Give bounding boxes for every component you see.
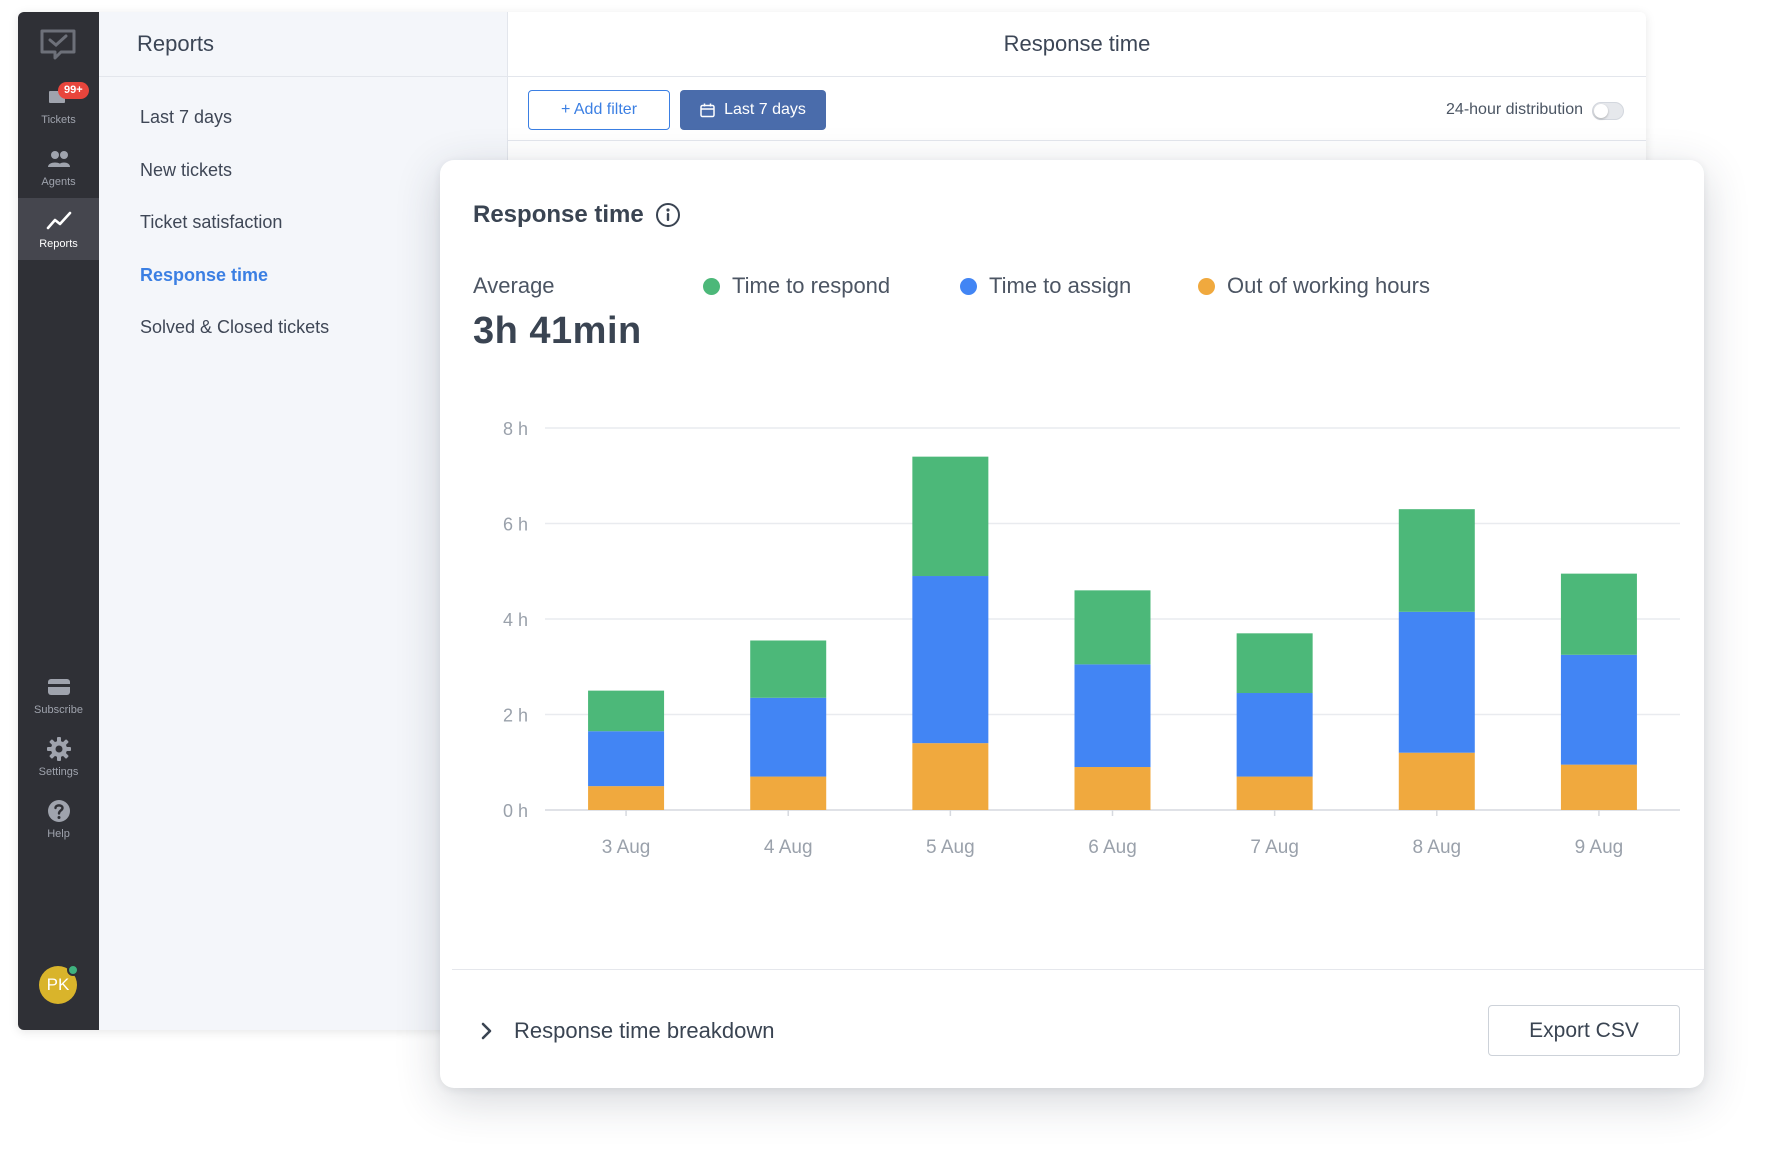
bar-segment-time-to-respond — [1074, 590, 1151, 665]
rail-item-label: Subscribe — [34, 704, 83, 716]
y-tick-label: 8 h — [503, 419, 528, 439]
add-filter-button[interactable]: + Add filter — [528, 90, 670, 130]
bar-segment-out-of-working-hours — [1560, 764, 1637, 810]
average-label: Average — [473, 273, 555, 298]
tickets-count-badge: 99+ — [58, 82, 89, 99]
bar-segment-time-to-assign — [588, 731, 665, 787]
x-tick-label: 8 Aug — [1412, 837, 1461, 858]
y-tick-label: 0 h — [503, 801, 528, 821]
rail-item-subscribe[interactable]: Subscribe — [18, 664, 99, 726]
x-tick-label: 5 Aug — [926, 837, 975, 858]
bar-segment-time-to-respond — [750, 640, 827, 698]
nav-rail: Tickets 99+ Agents Reports Subscribe — [18, 12, 99, 1030]
bar-segment-time-to-assign — [1236, 693, 1313, 777]
distribution-toggle[interactable] — [1592, 102, 1624, 120]
rail-item-label: Agents — [41, 176, 76, 188]
calendar-icon — [700, 103, 715, 117]
help-icon — [47, 800, 70, 822]
bar-segment-time-to-respond — [1236, 633, 1313, 694]
bar-segment-time-to-assign — [1398, 611, 1475, 753]
x-tick-label: 9 Aug — [1575, 837, 1624, 858]
legend-swatch — [703, 277, 720, 295]
legend-item-out-of-hours: Out of working hours — [1198, 273, 1430, 299]
rail-item-label: Help — [47, 828, 70, 840]
response-time-chart: 0 h 2 h 4 h 6 h 8 h 3 Aug 4 Aug 5 Aug 6 Aug 7 Aug… — [503, 419, 1680, 858]
rail-item-agents[interactable]: Agents — [18, 136, 99, 198]
info-icon[interactable] — [655, 202, 681, 228]
breakdown-toggle[interactable]: Response time breakdown — [480, 1018, 774, 1044]
gear-icon — [46, 737, 71, 761]
bar-segment-time-to-respond — [588, 690, 665, 732]
filter-bar: + Add filter Last 7 days 24-hour distrib… — [508, 77, 1646, 141]
legend-item-assign: Time to assign — [960, 273, 1131, 299]
bar-segment-out-of-working-hours — [588, 786, 665, 810]
bar-segment-time-to-respond — [1560, 573, 1637, 655]
rail-item-label: Reports — [39, 238, 78, 250]
legend-item-respond: Time to respond — [703, 273, 890, 299]
rail-item-reports[interactable]: Reports — [18, 198, 99, 260]
card-title-text: Response time — [473, 201, 644, 228]
card-divider — [452, 969, 1704, 970]
bar-segment-out-of-working-hours — [1074, 767, 1151, 810]
distribution-label: 24-hour distribution — [1446, 101, 1583, 118]
sidepanel-item-response-time[interactable]: Response time — [140, 265, 269, 285]
chevron-right-icon — [481, 1022, 492, 1040]
x-tick-label: 7 Aug — [1250, 837, 1299, 858]
y-tick-label: 4 h — [503, 610, 528, 630]
rail-item-help[interactable]: Help — [18, 788, 99, 850]
rail-item-label: Tickets — [41, 114, 76, 126]
bar-segment-time-to-assign — [1074, 664, 1151, 768]
legend-swatch — [960, 277, 977, 295]
bar-segment-out-of-working-hours — [912, 743, 989, 810]
rail-item-settings[interactable]: Settings — [18, 726, 99, 788]
y-tick-label: 6 h — [503, 515, 528, 535]
x-tick-label: 3 Aug — [602, 837, 651, 858]
sidepanel-title: Reports — [99, 12, 507, 77]
response-time-card: Response time Average 3h 41min Time to r… — [440, 160, 1704, 1088]
bar-segment-out-of-working-hours — [750, 776, 827, 810]
date-filter-label: Last 7 days — [724, 101, 806, 118]
page-title: Response time — [508, 12, 1646, 77]
toggle-knob — [1594, 104, 1608, 118]
bar-segment-time-to-assign — [1560, 654, 1637, 765]
card-title: Response time — [473, 201, 681, 229]
rail-item-tickets[interactable]: Tickets 99+ — [18, 74, 99, 136]
chart-line-icon — [46, 211, 71, 230]
legend-label: Time to respond — [732, 273, 891, 298]
sidepanel-item-new-tickets[interactable]: New tickets — [140, 160, 233, 180]
y-tick-label: 2 h — [503, 706, 528, 726]
bar-segment-out-of-working-hours — [1398, 752, 1475, 810]
x-tick-label: 6 Aug — [1088, 837, 1137, 858]
sidepanel-item-solved-closed[interactable]: Solved & Closed tickets — [140, 317, 330, 337]
bar-segment-time-to-respond — [912, 456, 989, 577]
sidepanel-item-last-7-days[interactable]: Last 7 days — [140, 107, 233, 127]
bar-segment-time-to-assign — [750, 697, 827, 777]
legend-label: Out of working hours — [1227, 273, 1430, 298]
card-icon — [47, 679, 70, 695]
sidepanel-item-ticket-satisfaction[interactable]: Ticket satisfaction — [140, 212, 283, 232]
bar-segment-time-to-respond — [1398, 509, 1475, 612]
reports-sidepanel: Reports Last 7 days New tickets Ticket s… — [99, 12, 508, 1030]
average-value: 3h 41min — [473, 310, 642, 352]
x-tick-label: 4 Aug — [764, 837, 813, 858]
legend-swatch — [1198, 277, 1215, 295]
breakdown-label: Response time breakdown — [514, 1018, 775, 1043]
legend-label: Time to assign — [989, 273, 1132, 298]
export-csv-button[interactable]: Export CSV — [1488, 1005, 1680, 1056]
agents-icon — [47, 151, 70, 167]
online-status-dot — [67, 964, 79, 976]
rail-item-label: Settings — [38, 766, 79, 778]
date-filter-button[interactable]: Last 7 days — [680, 90, 826, 130]
bar-segment-time-to-assign — [912, 576, 989, 744]
bar-segment-out-of-working-hours — [1236, 776, 1313, 810]
app-logo-icon[interactable] — [39, 28, 77, 60]
